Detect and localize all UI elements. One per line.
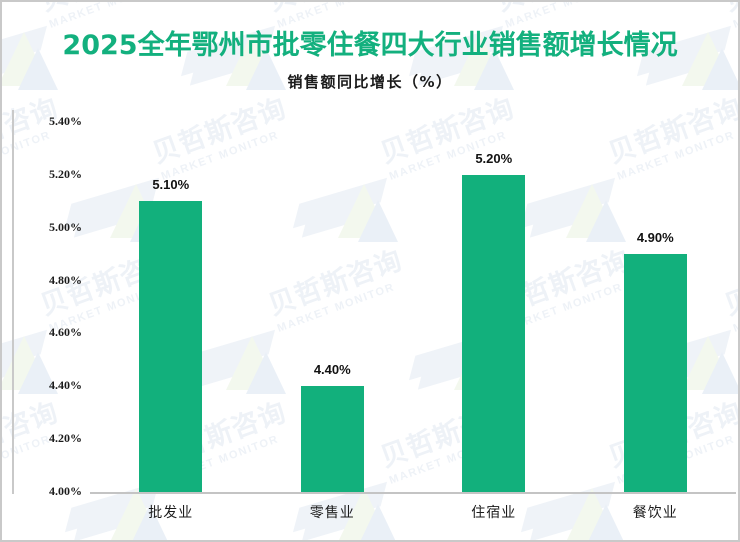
y-axis-tick-label: 4.80% (49, 272, 82, 287)
y-axis-tick-label: 5.40% (49, 114, 82, 128)
y-axis-tick-label: 4.00% (49, 484, 82, 498)
bar-value-label: 4.90% (636, 230, 674, 246)
y-axis-tick-label: 5.20% (49, 166, 82, 181)
y-axis-tick-label: 5.00% (49, 219, 82, 234)
bar-value-label: 5.10% (152, 177, 190, 193)
x-axis-tick-label: 餐饮业 (632, 505, 678, 521)
x-axis-tick-label: 批发业 (148, 505, 194, 521)
bar (623, 254, 687, 492)
bar (462, 174, 526, 492)
bar (300, 386, 364, 492)
bar (139, 201, 203, 492)
chart-subtitle: 销售额同比增长（%） (287, 73, 453, 91)
bar-value-label: 5.20% (475, 150, 513, 166)
y-axis-tick-label: 4.40% (49, 378, 82, 393)
y-axis-tick-label: 4.20% (49, 431, 82, 446)
x-axis-tick-label: 住宿业 (471, 505, 517, 521)
y-axis-line (12, 110, 14, 494)
chart-title: 2025全年鄂州市批零住餐四大行业销售额增长情况 (62, 30, 678, 61)
x-axis-line (90, 492, 736, 494)
bar-value-label: 4.40% (313, 362, 351, 378)
y-axis-tick-label: 4.60% (49, 325, 82, 340)
x-axis-tick-label: 零售业 (309, 505, 355, 521)
